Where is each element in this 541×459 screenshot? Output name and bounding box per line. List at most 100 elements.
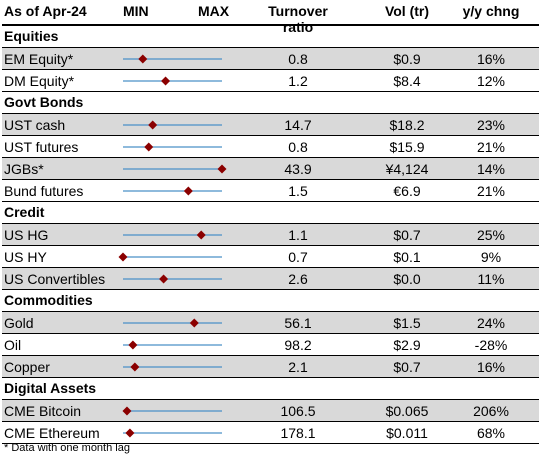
footnote: * Data with one month lag: [4, 442, 130, 454]
range-marker: [196, 230, 206, 240]
section-header: Digital Assets: [2, 378, 539, 400]
range-marker: [128, 340, 138, 350]
turnover-value: 56.1: [284, 315, 312, 331]
range-bar: [123, 428, 222, 438]
turnover-value: 178.1: [280, 425, 316, 441]
row-label: Oil: [4, 337, 22, 353]
vol-value: $15.9: [389, 139, 425, 155]
vol-value: $0.065: [385, 403, 429, 419]
table-row: DM Equity* 1.2 $8.4 12%: [2, 70, 539, 92]
asof-label: As of Apr-24: [4, 3, 87, 19]
range-marker: [148, 120, 158, 130]
yoy-value: 16%: [476, 51, 506, 67]
table-row: Gold 56.1 $1.5 24%: [2, 312, 539, 334]
table-row: US HG 1.1 $0.7 25%: [2, 224, 539, 246]
vol-value: $0.9: [393, 51, 421, 67]
table-body: Equities EM Equity* 0.8 $0.9 16% DM Equity* 1.…: [2, 26, 539, 444]
range-bar: [122, 406, 222, 416]
range-marker: [130, 362, 140, 372]
table-row: Oil 98.2 $2.9 -28%: [2, 334, 539, 356]
turnover-value: 1.1: [288, 227, 308, 243]
yoy-value: -28%: [474, 337, 508, 353]
range-marker: [125, 428, 135, 438]
yoy-value: 68%: [476, 425, 506, 441]
vol-header: Vol (tr): [384, 3, 430, 19]
vol-value: $1.5: [393, 315, 421, 331]
row-label: CME Bitcoin: [4, 403, 82, 419]
range-marker: [118, 252, 128, 262]
max-label: MAX: [198, 3, 230, 19]
row-label: US HY: [4, 249, 47, 265]
table-row: Copper 2.1 $0.7 16%: [2, 356, 539, 378]
range-marker: [159, 274, 169, 284]
table-row: UST cash 14.7 $18.2 23%: [2, 114, 539, 136]
vol-value: $0.0: [393, 271, 421, 287]
yoy-value: 11%: [477, 271, 505, 287]
row-label: UST futures: [4, 139, 79, 155]
range-bar: [123, 318, 222, 328]
yoy-value: 21%: [476, 183, 506, 199]
row-label: US HG: [4, 227, 49, 243]
turnover-value: 1.5: [288, 183, 308, 199]
range-bar: [123, 164, 227, 174]
range-marker: [144, 142, 154, 152]
row-label: Gold: [4, 315, 34, 331]
yoy-value: 21%: [476, 139, 506, 155]
row-label: EM Equity*: [4, 51, 74, 67]
yoy-value: 14%: [476, 161, 506, 177]
yoy-header: y/y chng: [462, 3, 520, 19]
row-label: Copper: [4, 359, 50, 375]
range-marker: [161, 76, 171, 86]
yoy-value: 25%: [476, 227, 506, 243]
range-marker: [183, 186, 193, 196]
table-row: EM Equity* 0.8 $0.9 16%: [2, 48, 539, 70]
turnover-table: As of Apr-24 MIN MAX Turnover ratio Vol …: [2, 0, 539, 444]
yoy-value: 16%: [476, 359, 506, 375]
turnover-value: 0.8: [288, 51, 308, 67]
yoy-value: 23%: [476, 117, 506, 133]
range-bar: [123, 142, 222, 152]
min-label: MIN: [123, 3, 149, 19]
row-label: Bund futures: [4, 183, 84, 199]
section-header: Equities: [2, 26, 539, 48]
turnover-value: 1.2: [288, 73, 308, 89]
turnover-value: 0.7: [288, 249, 308, 265]
range-bar: [123, 340, 222, 350]
table-row: CME Ethereum 178.1 $0.011 68%: [2, 422, 539, 444]
section-header: Govt Bonds: [2, 92, 539, 114]
row-label: DM Equity*: [4, 73, 75, 89]
row-label: JGBs*: [4, 161, 44, 177]
table-header: As of Apr-24 MIN MAX Turnover ratio Vol …: [2, 0, 539, 35]
range-bar: [123, 186, 222, 196]
yoy-value: 24%: [476, 315, 506, 331]
range-bar: [123, 362, 222, 372]
range-bar: [123, 120, 222, 130]
turnover-value: 0.8: [288, 139, 308, 155]
turnover-header: Turnover ratio: [268, 3, 328, 35]
vol-value: €6.9: [393, 183, 421, 199]
table-row: Bund futures 1.5 €6.9 21%: [2, 180, 539, 202]
section-header: Credit: [2, 202, 539, 224]
table-row: JGBs* 43.9 ¥4,124 14%: [2, 158, 539, 180]
vol-value: $2.9: [393, 337, 421, 353]
row-label: US Convertibles: [4, 271, 106, 287]
range-marker: [122, 406, 132, 416]
vol-value: $8.4: [393, 73, 421, 89]
vol-value: $0.1: [393, 249, 421, 265]
range-bar: [123, 54, 222, 64]
range-bar: [123, 230, 222, 240]
vol-value: $0.7: [393, 359, 421, 375]
yoy-value: 9%: [480, 249, 502, 265]
table-row: US Convertibles 2.6 $0.0 11%: [2, 268, 539, 290]
table-row: UST futures 0.8 $15.9 21%: [2, 136, 539, 158]
vol-value: ¥4,124: [385, 161, 429, 177]
range-bar: [118, 252, 222, 262]
turnover-value: 14.7: [284, 117, 312, 133]
yoy-value: 206%: [473, 403, 509, 419]
range-bar: [123, 274, 222, 284]
turnover-value: 2.1: [288, 359, 308, 375]
row-label: UST cash: [4, 117, 66, 133]
turnover-value: 98.2: [284, 337, 312, 353]
row-label: CME Ethereum: [4, 425, 100, 441]
yoy-value: 12%: [476, 73, 506, 89]
